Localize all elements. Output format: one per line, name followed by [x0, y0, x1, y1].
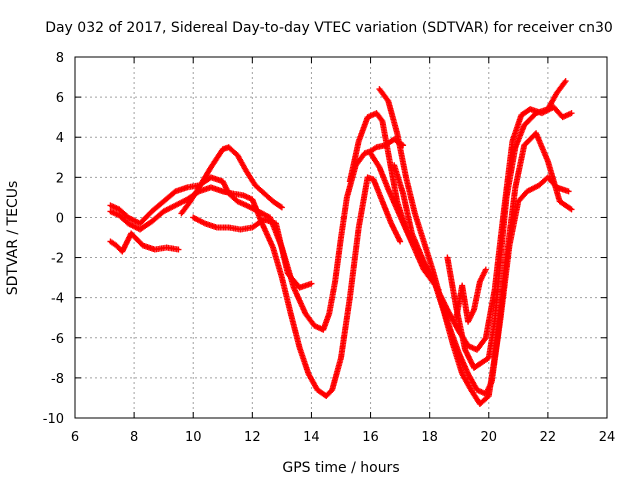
series-trace-1: [107, 136, 407, 333]
series-trace-9: [444, 78, 569, 371]
x-axis-label: GPS time / hours: [282, 460, 399, 476]
plot-frame: [74, 56, 608, 419]
x-tick-label: 14: [303, 430, 320, 445]
y-tick-label: 2: [56, 171, 64, 186]
series-trace-5: [190, 214, 315, 291]
y-tick-label: -2: [51, 252, 64, 267]
x-tick-label: 24: [599, 430, 616, 445]
series-trace-3: [178, 144, 285, 217]
x-tick-label: 16: [362, 430, 379, 445]
x-tick-label: 22: [540, 430, 557, 445]
x-tick-label: 8: [130, 430, 138, 445]
series-trace-2: [107, 174, 404, 399]
x-tick-label: 6: [71, 430, 79, 445]
x-tick-label: 20: [481, 430, 498, 445]
chart-title: Day 032 of 2017, Sidereal Day-to-day VTE…: [45, 20, 613, 36]
data-point: [482, 266, 489, 273]
y-tick-label: -10: [43, 412, 64, 427]
y-tick-label: -8: [51, 372, 64, 387]
y-tick-label: 4: [56, 131, 64, 146]
series-trace-10: [453, 266, 489, 325]
data-point: [565, 188, 572, 195]
data-point: [278, 204, 285, 211]
x-tick-label: 18: [421, 430, 438, 445]
data-points: [107, 78, 575, 407]
y-tick-label: 0: [56, 211, 64, 226]
data-point: [308, 280, 315, 287]
y-tick-label: -4: [51, 292, 64, 307]
y-axis-label: SDTVAR / TECUs: [5, 181, 21, 296]
data-point: [397, 238, 404, 245]
data-point: [568, 110, 575, 117]
y-tick-label: 8: [56, 51, 64, 66]
series-trace-11: [367, 150, 442, 293]
x-tick-label: 10: [185, 430, 202, 445]
data-point: [277, 203, 284, 210]
series-trace-4: [107, 230, 182, 255]
y-tick-label: -6: [51, 332, 64, 347]
data-point: [435, 286, 442, 293]
grid: [75, 57, 607, 418]
data-point: [175, 246, 182, 253]
x-tick-label: 12: [244, 430, 261, 445]
series-trace-8: [391, 130, 575, 407]
data-point: [562, 78, 569, 85]
y-tick-label: 6: [56, 91, 64, 106]
data-point: [568, 206, 575, 213]
